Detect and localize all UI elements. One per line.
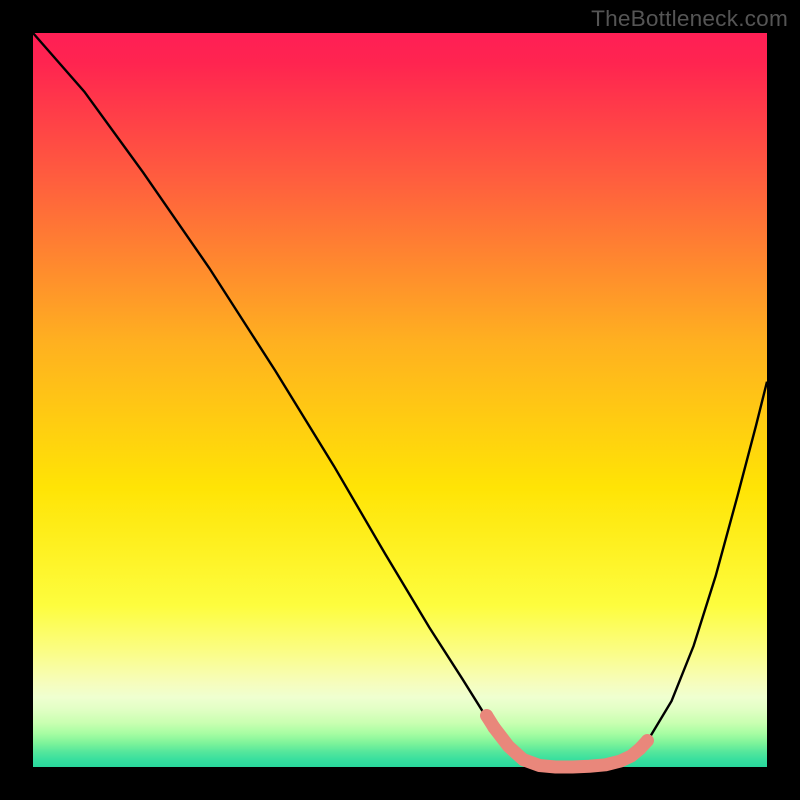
plot-background xyxy=(33,33,767,767)
watermark-text: TheBottleneck.com xyxy=(591,6,788,32)
marker-dot xyxy=(480,709,493,722)
bottleneck-chart xyxy=(0,0,800,800)
marker-dot xyxy=(641,734,654,747)
chart-container: TheBottleneck.com xyxy=(0,0,800,800)
marker-dot xyxy=(487,721,500,734)
